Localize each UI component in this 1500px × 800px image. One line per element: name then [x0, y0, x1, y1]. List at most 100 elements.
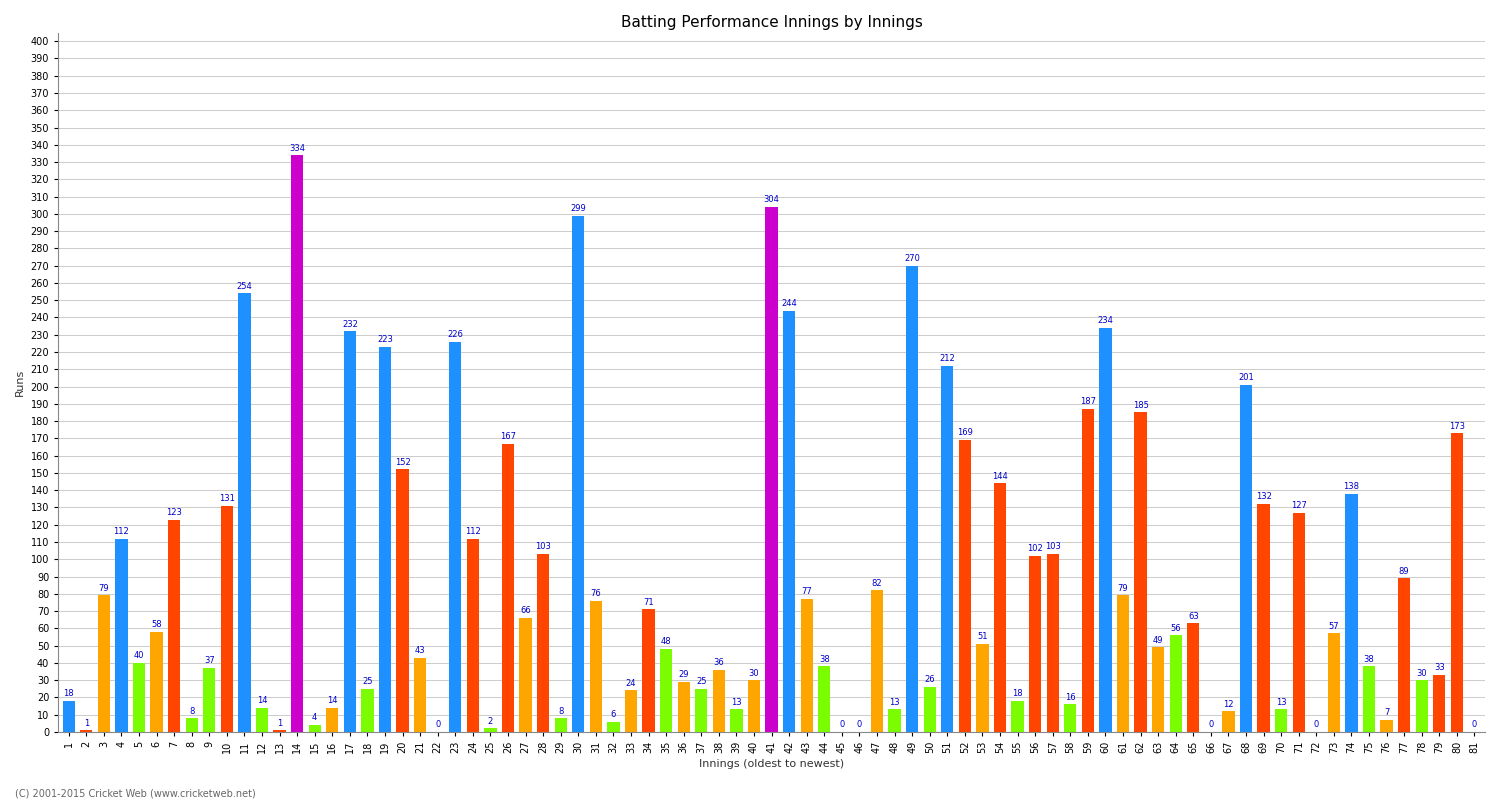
- Bar: [186, 718, 198, 732]
- Bar: [291, 155, 303, 732]
- Bar: [712, 670, 724, 732]
- Text: 152: 152: [394, 458, 411, 467]
- Text: 138: 138: [1344, 482, 1359, 491]
- Bar: [555, 718, 567, 732]
- Bar: [1257, 504, 1270, 732]
- Text: 71: 71: [644, 598, 654, 606]
- Bar: [1011, 701, 1025, 732]
- Bar: [1328, 634, 1340, 732]
- Text: 18: 18: [63, 690, 74, 698]
- Text: 38: 38: [1364, 654, 1374, 664]
- Text: 123: 123: [166, 508, 182, 517]
- Bar: [519, 618, 532, 732]
- Text: 304: 304: [764, 195, 780, 204]
- Bar: [1118, 595, 1130, 732]
- Text: 1: 1: [278, 718, 282, 727]
- Bar: [396, 470, 410, 732]
- Bar: [1293, 513, 1305, 732]
- Text: 36: 36: [714, 658, 724, 667]
- Bar: [63, 701, 75, 732]
- Bar: [765, 207, 778, 732]
- Text: 29: 29: [678, 670, 688, 679]
- Text: 66: 66: [520, 606, 531, 615]
- Bar: [1170, 635, 1182, 732]
- Text: 25: 25: [362, 677, 372, 686]
- Text: 334: 334: [290, 143, 304, 153]
- Text: 112: 112: [114, 527, 129, 536]
- Bar: [1029, 556, 1041, 732]
- Bar: [1222, 711, 1234, 732]
- Bar: [202, 668, 216, 732]
- Text: 6: 6: [610, 710, 616, 719]
- Text: 4: 4: [312, 714, 318, 722]
- Bar: [572, 215, 585, 732]
- Text: 89: 89: [1400, 566, 1410, 576]
- Bar: [1047, 554, 1059, 732]
- Text: 0: 0: [1209, 720, 1214, 730]
- Bar: [448, 342, 462, 732]
- Text: 16: 16: [1065, 693, 1076, 702]
- Bar: [1364, 666, 1376, 732]
- Bar: [116, 538, 128, 732]
- Text: 173: 173: [1449, 422, 1466, 430]
- Text: 14: 14: [256, 696, 267, 705]
- Bar: [924, 687, 936, 732]
- Bar: [414, 658, 426, 732]
- Bar: [976, 644, 988, 732]
- Bar: [326, 708, 339, 732]
- Bar: [994, 483, 1006, 732]
- Bar: [256, 708, 268, 732]
- Bar: [80, 730, 93, 732]
- Bar: [1240, 385, 1252, 732]
- Bar: [344, 331, 355, 732]
- Bar: [1186, 623, 1200, 732]
- Bar: [1432, 675, 1446, 732]
- Text: 167: 167: [500, 432, 516, 441]
- Text: 223: 223: [376, 335, 393, 344]
- Text: 132: 132: [1256, 492, 1272, 502]
- Text: 7: 7: [1384, 708, 1389, 718]
- X-axis label: Innings (oldest to newest): Innings (oldest to newest): [699, 759, 844, 769]
- Bar: [801, 599, 813, 732]
- Bar: [626, 690, 638, 732]
- Bar: [362, 689, 374, 732]
- Text: 79: 79: [99, 584, 109, 593]
- Text: 127: 127: [1292, 501, 1306, 510]
- Bar: [1380, 720, 1394, 732]
- Bar: [906, 266, 918, 732]
- Text: 63: 63: [1188, 611, 1198, 621]
- Bar: [871, 590, 883, 732]
- Bar: [537, 554, 549, 732]
- Text: 103: 103: [1046, 542, 1060, 551]
- Text: 33: 33: [1434, 663, 1444, 672]
- Text: 24: 24: [626, 679, 636, 688]
- Text: 234: 234: [1098, 316, 1113, 326]
- Bar: [1064, 704, 1077, 732]
- Bar: [503, 443, 515, 732]
- Bar: [888, 710, 902, 732]
- Bar: [1134, 413, 1148, 732]
- Text: 2: 2: [488, 717, 494, 726]
- Text: 37: 37: [204, 657, 214, 666]
- Text: 38: 38: [819, 654, 830, 664]
- Bar: [98, 595, 109, 732]
- Text: 51: 51: [976, 632, 987, 642]
- Bar: [730, 710, 742, 732]
- Text: 0: 0: [1314, 720, 1318, 730]
- Text: 201: 201: [1238, 374, 1254, 382]
- Bar: [660, 649, 672, 732]
- Bar: [1152, 647, 1164, 732]
- Text: 30: 30: [1416, 669, 1426, 678]
- Text: 8: 8: [189, 706, 195, 715]
- Bar: [1082, 409, 1094, 732]
- Text: 102: 102: [1028, 544, 1042, 553]
- Bar: [1346, 494, 1358, 732]
- Bar: [783, 310, 795, 732]
- Bar: [238, 294, 250, 732]
- Text: 169: 169: [957, 429, 974, 438]
- Bar: [940, 366, 954, 732]
- Bar: [273, 730, 286, 732]
- Text: 76: 76: [591, 589, 602, 598]
- Text: 56: 56: [1170, 624, 1180, 633]
- Bar: [958, 440, 970, 732]
